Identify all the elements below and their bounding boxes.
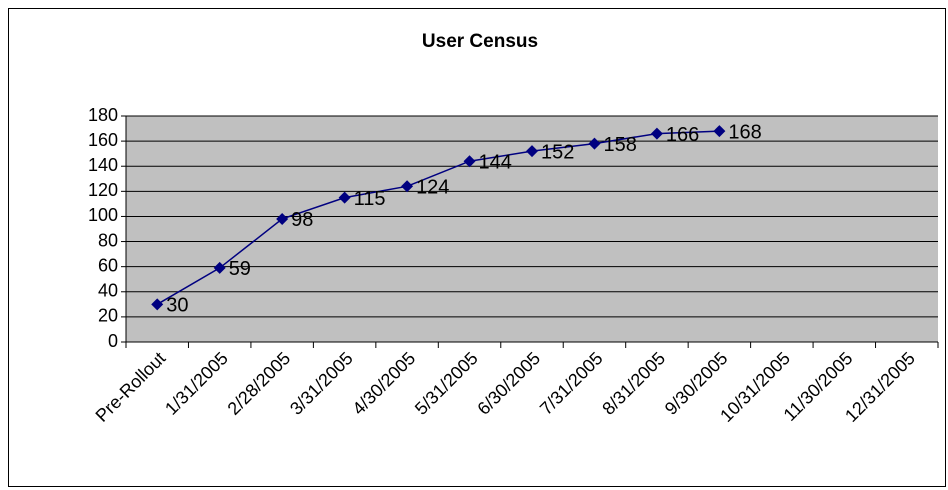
data-label: 166	[666, 124, 699, 146]
y-tick-label: 20	[98, 306, 118, 326]
marker	[151, 298, 164, 311]
marker	[526, 145, 538, 158]
data-label: 59	[229, 258, 251, 280]
y-tick-label: 140	[88, 155, 118, 175]
data-label: 144	[479, 151, 512, 173]
y-tick-label: 100	[88, 205, 118, 225]
data-label: 152	[541, 141, 574, 163]
marker	[276, 212, 289, 225]
y-tick-label: 160	[88, 130, 118, 150]
data-label: 98	[291, 209, 313, 231]
y-tick-label: 60	[98, 255, 118, 275]
y-tick-label: 0	[108, 331, 118, 351]
y-tick-label: 40	[98, 281, 118, 301]
marker	[401, 180, 414, 193]
marker	[713, 125, 726, 138]
data-label: 115	[354, 188, 386, 210]
marker	[213, 261, 226, 274]
marker	[650, 127, 663, 140]
y-tick-label: 180	[88, 105, 118, 125]
y-tick-label: 120	[88, 180, 118, 200]
series-line	[156, 130, 720, 305]
data-label: 30	[166, 295, 188, 317]
chart-title: User Census	[422, 31, 538, 52]
data-label: 158	[603, 134, 636, 156]
marker	[588, 137, 601, 150]
data-label: 168	[728, 121, 761, 143]
marker	[463, 155, 476, 168]
data-label: 124	[416, 177, 449, 199]
y-tick-label: 80	[98, 230, 118, 250]
marker	[338, 191, 351, 204]
